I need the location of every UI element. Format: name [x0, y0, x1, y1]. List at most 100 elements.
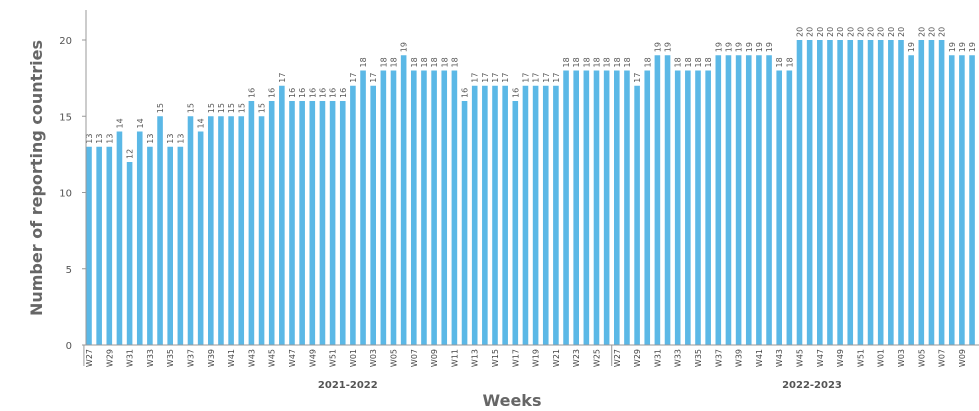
x-tick-label: W05	[917, 349, 926, 367]
bar	[350, 85, 356, 345]
data-label: 17	[278, 73, 287, 83]
bar	[674, 70, 681, 345]
bar	[471, 85, 478, 345]
data-label: 13	[146, 134, 155, 144]
bar	[857, 40, 864, 345]
data-label: 20	[806, 27, 815, 37]
x-tick-label: W51	[856, 349, 865, 367]
bar	[766, 55, 772, 345]
x-tick-label: W45	[796, 349, 805, 367]
bar	[725, 55, 732, 345]
data-label: 18	[562, 57, 571, 67]
x-tick-label: W07	[938, 349, 947, 367]
data-label: 17	[521, 73, 530, 83]
data-label: 18	[775, 57, 784, 67]
data-label: 18	[613, 57, 622, 67]
data-label: 19	[400, 42, 409, 52]
x-tick-label: W31	[126, 349, 135, 367]
x-tick-label: W29	[633, 349, 642, 367]
x-tick-label: W37	[714, 349, 723, 367]
x-tick-label: W27	[613, 349, 622, 367]
data-label: 19	[765, 42, 774, 52]
bar	[248, 101, 255, 345]
bar	[563, 70, 569, 345]
data-label: 16	[268, 88, 277, 98]
data-label: 16	[339, 88, 348, 98]
bar	[867, 40, 874, 345]
data-label: 13	[95, 134, 104, 144]
x-tick-label: W41	[227, 349, 236, 367]
bar	[898, 40, 904, 345]
data-label: 17	[542, 73, 551, 83]
x-tick-label: W13	[471, 349, 480, 367]
data-label: 18	[359, 57, 368, 67]
bar	[258, 116, 265, 345]
data-label: 13	[85, 134, 94, 144]
x-tick-label: W39	[735, 349, 744, 367]
data-label: 18	[785, 57, 794, 67]
bar	[918, 40, 925, 345]
x-tick-label: W45	[268, 349, 277, 367]
data-label: 18	[440, 57, 449, 67]
season-label: 2021-2022	[318, 380, 378, 391]
bar	[96, 146, 102, 345]
bar	[847, 40, 854, 345]
bar	[147, 146, 153, 345]
y-tick-label: 20	[59, 36, 72, 47]
bar	[461, 101, 468, 345]
bar	[431, 70, 437, 345]
bar	[837, 40, 843, 345]
data-label: 17	[349, 73, 358, 83]
data-label: 18	[420, 57, 429, 67]
data-label: 20	[877, 27, 886, 37]
data-label: 17	[369, 73, 378, 83]
bar	[512, 101, 519, 345]
x-tick-label: W09	[958, 349, 967, 367]
bar	[634, 85, 640, 345]
data-label: 14	[197, 118, 206, 128]
data-label: 18	[379, 57, 388, 67]
data-label: 20	[816, 27, 825, 37]
data-label: 20	[867, 27, 876, 37]
bar	[167, 146, 173, 345]
data-label: 18	[694, 57, 703, 67]
bar	[776, 70, 782, 345]
bar	[157, 116, 163, 345]
data-label: 18	[593, 57, 602, 67]
data-label: 18	[643, 57, 652, 67]
data-label: 14	[136, 118, 145, 128]
bar	[299, 101, 305, 345]
data-label: 17	[481, 73, 490, 83]
data-label: 19	[755, 42, 764, 52]
bar	[390, 70, 397, 345]
data-label: 17	[532, 73, 541, 83]
x-tick-label: W49	[308, 349, 317, 367]
bar	[959, 55, 965, 345]
bar	[400, 55, 407, 345]
data-label: 20	[856, 27, 865, 37]
data-label: 20	[796, 27, 805, 37]
data-label: 19	[724, 42, 733, 52]
y-axis: 0 5 10 15 20	[59, 10, 87, 352]
data-label: 20	[836, 27, 845, 37]
season-label: 2022-2023	[782, 380, 842, 391]
bar	[705, 70, 711, 345]
bar	[695, 70, 701, 345]
data-label: 19	[653, 42, 662, 52]
bar	[948, 55, 955, 345]
data-label: 15	[258, 103, 267, 113]
bar	[969, 55, 975, 345]
data-label: 16	[329, 88, 338, 98]
x-tick-label: W41	[755, 349, 764, 367]
bar	[745, 55, 752, 345]
bar	[522, 85, 529, 345]
bar	[411, 70, 417, 345]
data-label: 20	[938, 27, 947, 37]
bar	[624, 70, 630, 345]
bar	[877, 40, 884, 345]
bar	[603, 70, 610, 345]
x-tick-label: W09	[430, 349, 439, 367]
data-label: 18	[623, 57, 632, 67]
